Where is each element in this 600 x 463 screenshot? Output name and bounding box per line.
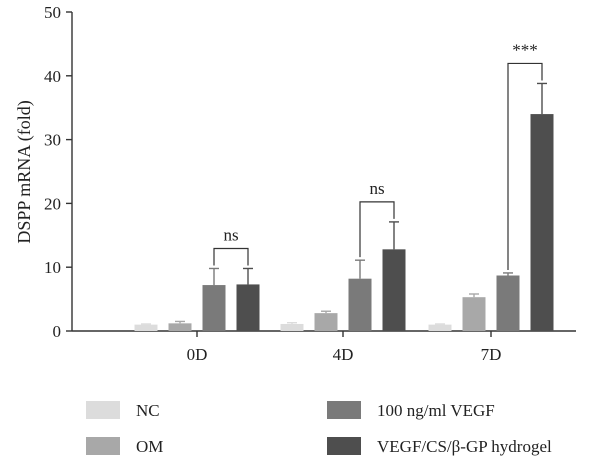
x-tick-label: 7D: [481, 345, 502, 364]
significance-bracket: [213, 247, 249, 266]
bar: [348, 278, 372, 331]
legend-label: VEGF/CS/β-GP hydrogel: [377, 437, 552, 456]
y-tick-label: 50: [44, 3, 61, 22]
legend-swatch: [327, 401, 361, 419]
significance-label: ns: [369, 179, 384, 198]
x-tick-label: 4D: [333, 345, 354, 364]
x-tick-label: 0D: [187, 345, 208, 364]
bar: [280, 323, 304, 331]
legend-label: 100 ng/ml VEGF: [377, 401, 495, 420]
bar: [202, 285, 226, 331]
bar: [134, 324, 158, 331]
significance-bracket: [359, 201, 395, 258]
y-tick-label: 40: [44, 67, 61, 86]
y-tick-label: 30: [44, 131, 61, 150]
y-axis-title: DSPP mRNA (fold): [14, 100, 35, 243]
bar: [168, 323, 192, 331]
significance-label: ***: [512, 40, 538, 59]
bars: [134, 82, 554, 331]
legend-swatch: [327, 437, 361, 455]
significance-label: ns: [223, 225, 238, 244]
axes: 0 10 20 30 40 50 0D 4D 7D: [44, 3, 576, 364]
y-tick-label: 10: [44, 258, 61, 277]
y-tick-label: 0: [53, 322, 62, 341]
bar: [496, 275, 520, 331]
bar: [314, 313, 338, 331]
legend-label: OM: [136, 437, 163, 456]
legend-swatch: [86, 401, 120, 419]
significance-bracket: [507, 62, 543, 270]
bar: [382, 249, 406, 331]
legend: NC OM 100 ng/ml VEGF VEGF/CS/β-GP hydrogel: [86, 401, 552, 456]
bar: [236, 284, 260, 331]
legend-label: NC: [136, 401, 160, 420]
bar: [428, 324, 452, 331]
bar: [462, 297, 486, 331]
bar: [530, 114, 554, 331]
significance-annotations: ns ns ***: [213, 40, 543, 270]
y-tick-label: 20: [44, 194, 61, 213]
legend-swatch: [86, 437, 120, 455]
